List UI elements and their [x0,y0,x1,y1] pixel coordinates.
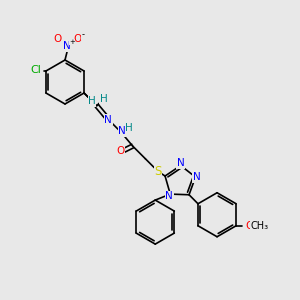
Text: O: O [245,221,253,231]
Text: -: - [82,31,85,40]
Text: N: N [63,41,71,51]
Text: N: N [118,126,126,136]
Text: O: O [74,34,82,44]
Text: S: S [154,165,162,178]
Text: H: H [100,94,108,104]
Text: N: N [177,158,184,169]
Text: O: O [116,146,125,156]
Text: N: N [165,191,173,201]
Text: +: + [69,39,75,45]
Text: H: H [125,123,133,133]
Text: N: N [104,115,112,124]
Text: CH₃: CH₃ [250,221,268,231]
Text: H: H [88,96,96,106]
Text: O: O [54,34,62,44]
Text: Cl: Cl [31,65,41,75]
Text: N: N [193,172,200,182]
